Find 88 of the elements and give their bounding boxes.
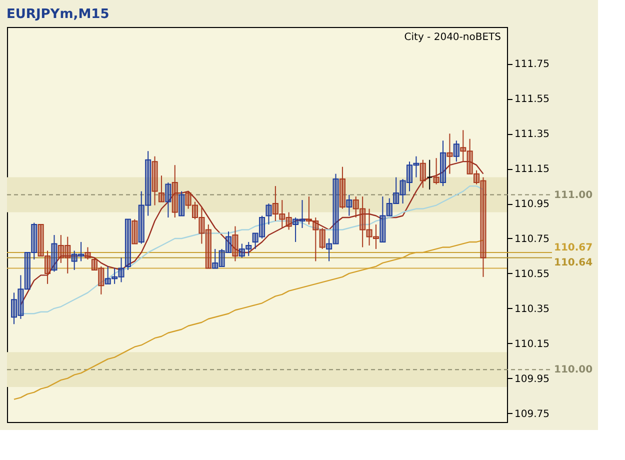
candlestick — [212, 248, 218, 269]
chart-title: EURJPYm,M15 — [6, 7, 110, 22]
candlestick — [226, 230, 232, 253]
candlestick — [118, 257, 124, 283]
candlestick — [64, 236, 71, 274]
candlestick — [98, 266, 104, 295]
candlestick — [312, 217, 319, 262]
candlestick — [18, 274, 24, 320]
ref-line-label: 110.67 — [554, 242, 593, 254]
candlestick — [386, 198, 392, 216]
candlestick — [91, 257, 98, 270]
y-tick-label: 111.35 — [514, 129, 550, 140]
candlestick — [138, 190, 144, 244]
y-tick-label: 110.15 — [514, 338, 550, 350]
candlestick — [58, 234, 64, 264]
candlestick — [286, 212, 292, 230]
candlestick — [332, 173, 339, 244]
candlestick — [84, 246, 91, 260]
y-tick-label: 109.95 — [514, 374, 550, 385]
y-tick-label: 111.75 — [514, 59, 550, 70]
candlestick — [252, 232, 258, 250]
y-tick-label: 110.95 — [514, 199, 550, 210]
candlestick — [279, 200, 286, 228]
candlestick — [124, 218, 131, 270]
candlestick — [446, 133, 453, 174]
candlestick — [132, 218, 138, 244]
candlestick — [474, 170, 480, 185]
candlestick — [218, 248, 225, 267]
candlestick — [453, 140, 460, 162]
candlestick — [326, 238, 332, 262]
candlestick — [319, 227, 326, 250]
candlestick — [433, 158, 440, 185]
candlestick — [198, 206, 205, 244]
candlestick — [145, 150, 152, 216]
candlestick — [360, 196, 366, 248]
ref-line-label: 110.64 — [554, 258, 593, 269]
candlestick — [299, 200, 306, 228]
candlestick — [372, 224, 379, 250]
candlestick — [192, 201, 198, 220]
candlestick — [272, 186, 278, 222]
candlestick — [466, 138, 473, 174]
candlestick — [366, 208, 372, 246]
candlestick — [346, 194, 352, 216]
candlestick — [380, 196, 386, 242]
candlestick — [165, 182, 172, 218]
candlestick — [238, 243, 245, 258]
y-tick-label: 111.15 — [514, 164, 550, 176]
y-tick-label: 110.75 — [514, 234, 550, 245]
candlestick — [352, 196, 359, 218]
candlestick — [306, 196, 312, 225]
candlestick — [246, 241, 252, 256]
candlestick — [24, 252, 30, 290]
y-tick-label: 110.55 — [514, 268, 550, 280]
candlestick — [172, 164, 178, 218]
candlestick — [71, 250, 78, 270]
candlestick — [460, 130, 466, 162]
candlestick — [185, 190, 192, 210]
candlestick — [266, 203, 272, 225]
candlestick — [178, 190, 185, 216]
candlestick — [51, 234, 58, 272]
candlestick — [413, 156, 420, 178]
annotation: City - 2040-noBETS — [404, 32, 501, 43]
candlestick — [393, 176, 400, 204]
candlestick — [400, 178, 406, 204]
ref-line-label: 111.00 — [554, 190, 593, 201]
candlestick — [44, 250, 51, 284]
candlestick — [78, 241, 84, 262]
ref-line-label: 110.00 — [554, 364, 593, 376]
candlestick — [158, 175, 164, 202]
candlestick — [339, 166, 346, 210]
candlestick — [406, 161, 412, 192]
y-tick-label: 110.35 — [514, 304, 550, 315]
candlestick — [426, 159, 433, 190]
candlestick — [11, 292, 18, 325]
candlestick — [112, 268, 118, 284]
candlestick — [292, 217, 299, 242]
y-tick-label: 111.55 — [514, 94, 550, 106]
candlestick — [31, 222, 38, 260]
y-tick-label: 109.75 — [514, 408, 550, 420]
candlestick — [480, 176, 486, 278]
candlestick — [232, 226, 238, 262]
candlestick — [205, 224, 212, 269]
candlestick — [152, 156, 158, 206]
candlestick — [259, 215, 266, 239]
candlestick — [104, 266, 111, 284]
candlestick — [420, 159, 426, 188]
candlestick — [38, 224, 44, 256]
candlestick — [440, 140, 446, 187]
